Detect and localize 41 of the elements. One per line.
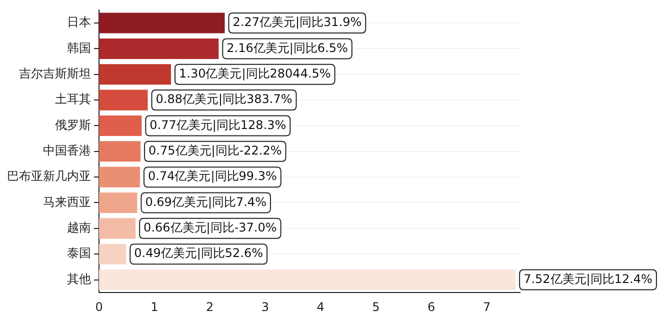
bar bbox=[99, 90, 148, 110]
bar bbox=[99, 166, 140, 188]
x-tick-label: 3 bbox=[261, 300, 270, 314]
x-tick-label: 0 bbox=[95, 300, 103, 314]
y-tick-label: 泰国 bbox=[67, 246, 91, 260]
bar bbox=[99, 38, 219, 59]
bar bbox=[99, 12, 225, 34]
data-label: 1.30亿美元|同比28044.5% bbox=[179, 66, 331, 81]
data-label: 0.69亿美元|同比7.4% bbox=[145, 194, 266, 209]
y-tick-label: 巴布亚新几内亚 bbox=[7, 169, 91, 184]
x-tick-label: 4 bbox=[316, 300, 324, 314]
bar bbox=[99, 64, 172, 85]
y-tick-label: 俄罗斯 bbox=[55, 118, 91, 132]
x-tick-label: 2 bbox=[206, 300, 214, 314]
bar bbox=[99, 192, 138, 214]
data-label: 0.49亿美元|同比52.6% bbox=[134, 246, 264, 260]
data-label: 2.27亿美元|同比31.9% bbox=[232, 15, 362, 30]
data-label: 0.88亿美元|同比383.7% bbox=[156, 92, 292, 106]
y-tick-label: 中国香港 bbox=[43, 144, 91, 158]
bar bbox=[99, 218, 136, 239]
bar bbox=[99, 269, 516, 290]
y-tick-label: 越南 bbox=[67, 220, 91, 235]
data-label: 7.52亿美元|同比12.4% bbox=[524, 272, 652, 286]
data-label: 0.74亿美元|同比99.3% bbox=[148, 169, 277, 184]
bar bbox=[99, 115, 142, 136]
y-tick-label: 其他 bbox=[67, 272, 91, 286]
y-tick-label: 日本 bbox=[67, 15, 91, 30]
bar bbox=[99, 244, 126, 264]
y-tick-label: 马来西亚 bbox=[43, 194, 91, 209]
y-tick-label: 吉尔吉斯斯坦 bbox=[19, 66, 91, 81]
x-tick-label: 1 bbox=[150, 300, 158, 314]
bar bbox=[99, 141, 141, 162]
y-tick-label: 土耳其 bbox=[55, 92, 91, 106]
y-tick-label: 韩国 bbox=[67, 40, 91, 55]
data-label: 0.66亿美元|同比-37.0% bbox=[144, 220, 277, 235]
data-label: 2.16亿美元|同比6.5% bbox=[226, 40, 348, 55]
data-label: 0.75亿美元|同比-22.2% bbox=[148, 144, 282, 158]
x-tick-label: 6 bbox=[428, 300, 436, 314]
data-label: 0.77亿美元|同比128.3% bbox=[150, 118, 286, 132]
x-tick-label: 5 bbox=[372, 300, 380, 314]
x-tick-label: 7 bbox=[482, 300, 491, 314]
